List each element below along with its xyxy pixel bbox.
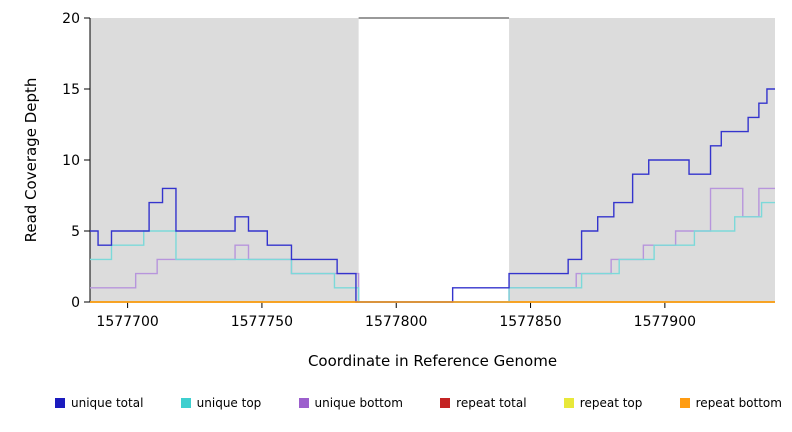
legend-label: repeat top (579, 396, 643, 410)
legend-label: unique bottom (314, 396, 403, 410)
legend-label: unique total (71, 396, 144, 410)
legend-item-repeat-bottom: repeat bottom (679, 396, 782, 410)
repeat-bottom-swatch-icon (679, 398, 690, 408)
svg-text:1577900: 1577900 (634, 314, 696, 330)
legend-item-repeat-total: repeat total (440, 396, 527, 410)
legend-item-repeat-top: repeat top (563, 396, 643, 410)
unique-top-swatch-icon (180, 398, 191, 408)
svg-text:5: 5 (71, 224, 80, 240)
chart-svg: 0 5 10 15 20 1577700 1577750 1577800 1577850 1577… (62, 11, 775, 330)
svg-text:1577850: 1577850 (499, 314, 561, 330)
legend-item-unique-total: unique total (55, 396, 143, 410)
y-axis-label: Read Coverage Depth (22, 77, 40, 243)
legend: unique total unique top unique bottom re… (55, 396, 782, 410)
legend-item-unique-top: unique top (180, 396, 262, 410)
svg-text:15: 15 (62, 82, 80, 98)
repeat-total-swatch-icon (440, 398, 451, 408)
legend-label: unique top (196, 396, 262, 410)
svg-text:0: 0 (71, 295, 80, 311)
unique-total-swatch-icon (55, 398, 65, 408)
svg-text:1577700: 1577700 (96, 314, 158, 330)
unique-bottom-swatch-icon (298, 398, 309, 408)
x-axis-label: Coordinate in Reference Genome (307, 352, 558, 370)
svg-text:10: 10 (62, 153, 80, 169)
legend-item-unique-bottom: unique bottom (298, 396, 403, 410)
svg-text:1577800: 1577800 (365, 314, 427, 330)
legend-label: repeat bottom (695, 396, 782, 410)
legend-label: repeat total (456, 396, 527, 410)
svg-text:20: 20 (62, 11, 80, 27)
svg-text:1577750: 1577750 (231, 314, 293, 330)
repeat-top-swatch-icon (563, 398, 574, 408)
